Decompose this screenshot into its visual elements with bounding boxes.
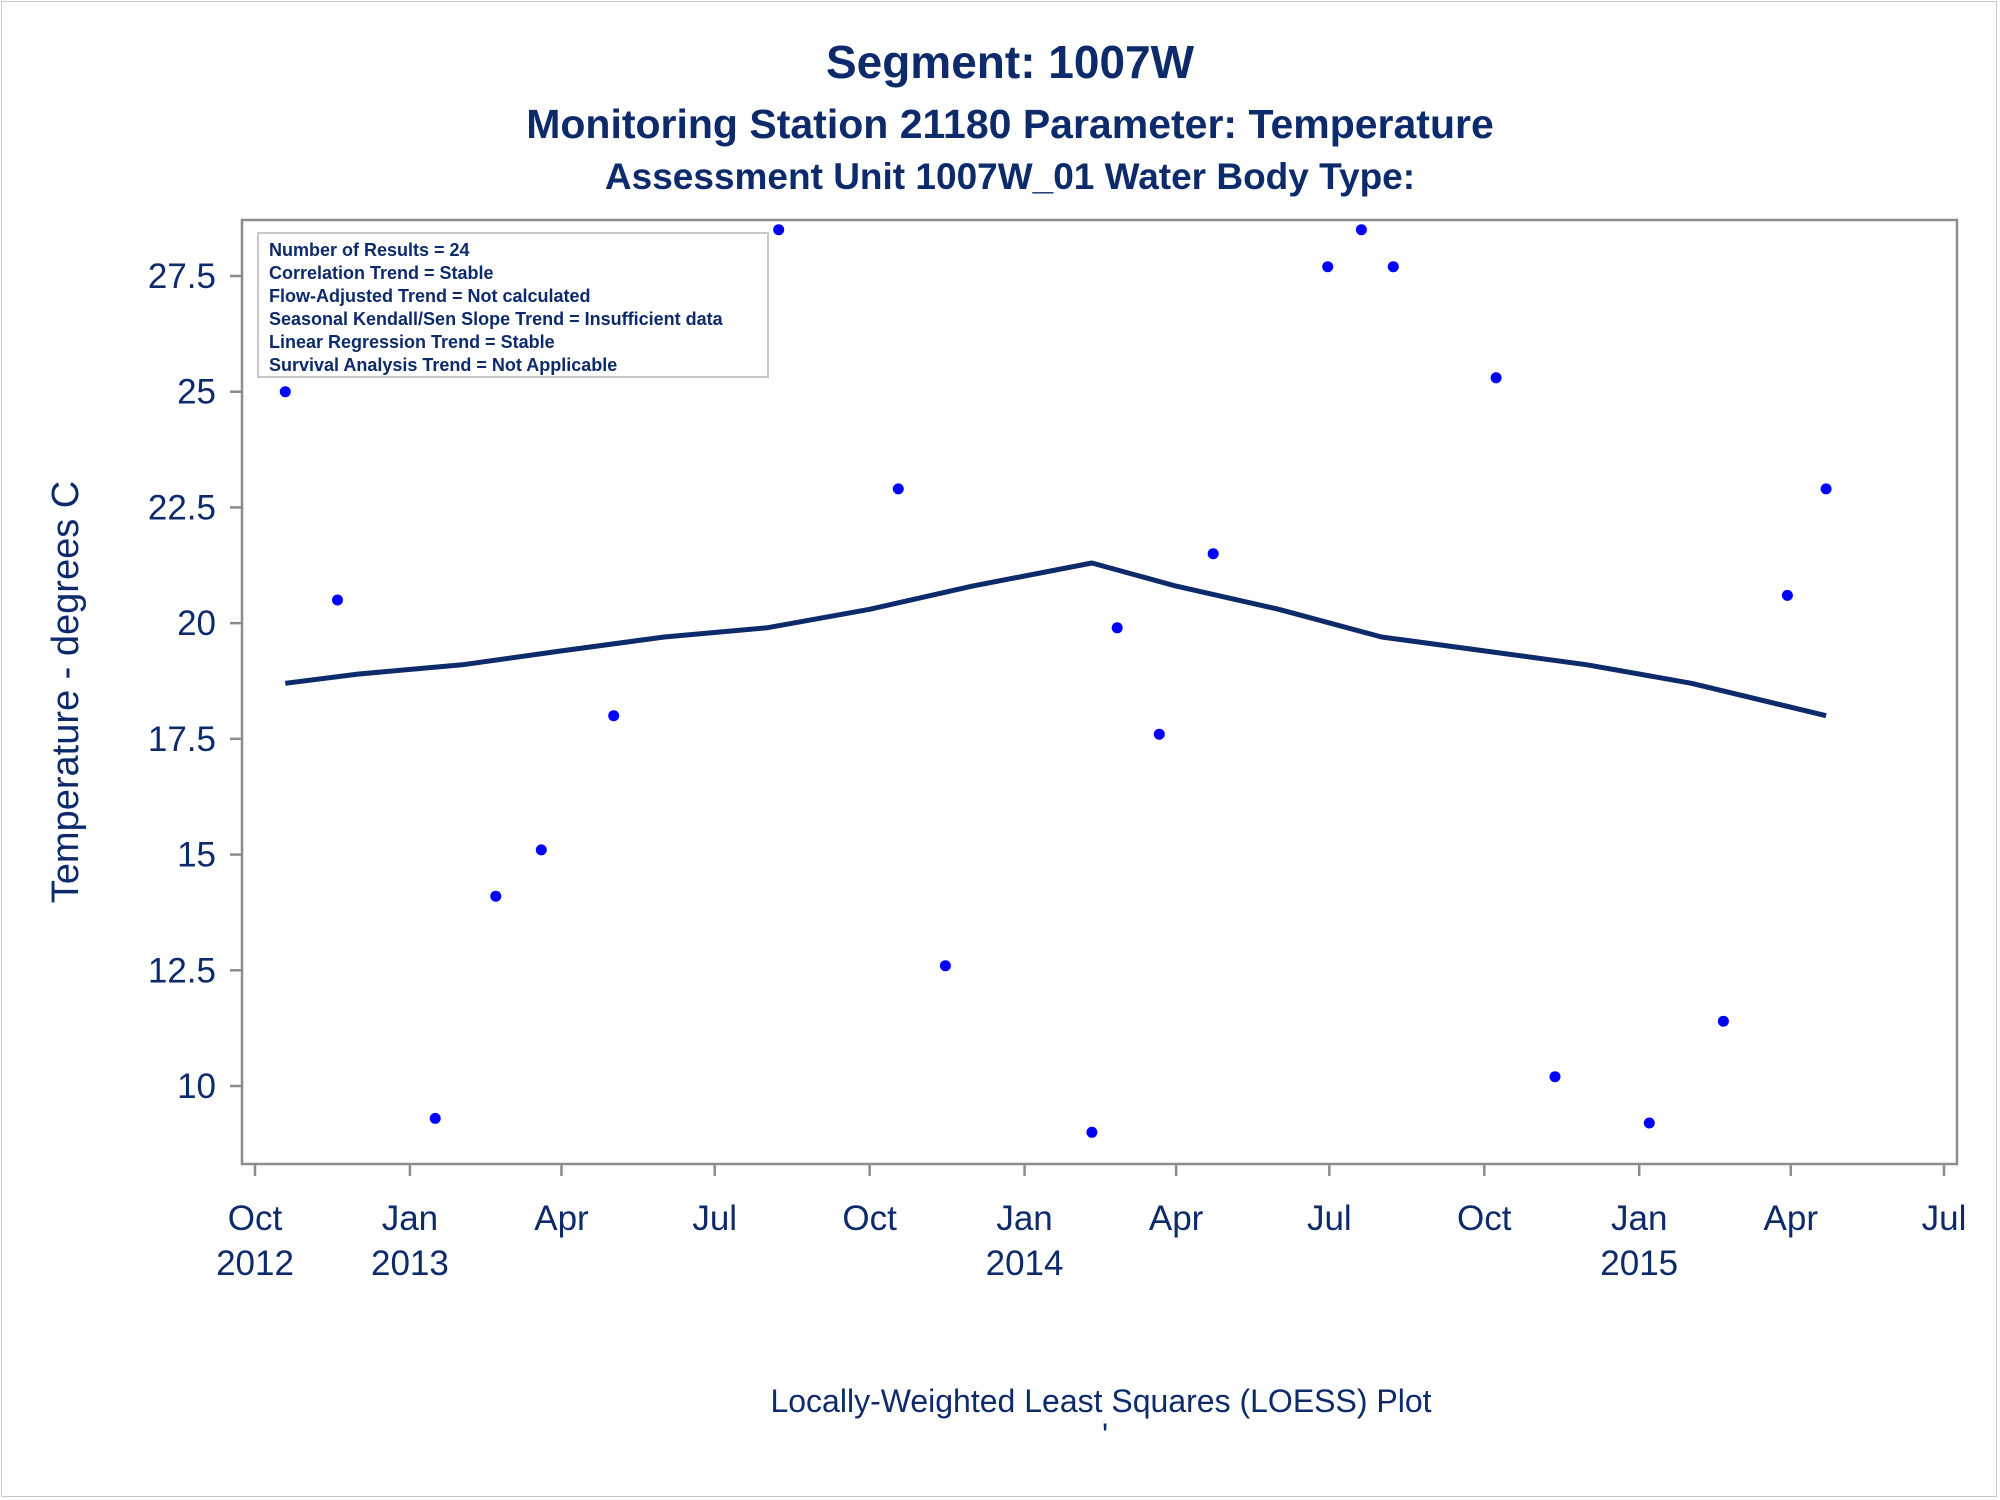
data-point <box>1153 728 1165 740</box>
data-point <box>429 1112 441 1124</box>
data-point <box>1322 261 1334 273</box>
x-tick-year-label: 2012 <box>216 1244 294 1283</box>
x-tick-month-label: Apr <box>534 1199 589 1238</box>
y-tick-label: 25 <box>177 373 216 412</box>
stats-box-border <box>257 232 769 378</box>
x-tick-month-label: Jan <box>382 1199 438 1238</box>
data-point <box>279 386 291 398</box>
data-point <box>608 710 620 722</box>
y-tick-label: 22.5 <box>148 488 216 527</box>
data-point <box>1490 372 1502 384</box>
x-tick-year-label: 2015 <box>1600 1244 1678 1283</box>
plot-area <box>240 218 1959 1166</box>
x-axis: Oct 2012 Jan 2013 Apr Jul Oct Jan 2014 Apr Jul Oct J… <box>216 1164 1966 1283</box>
footnote-loess: Locally-Weighted Least Squares (LOESS) P… <box>770 1383 1431 1419</box>
data-point <box>1111 622 1123 634</box>
x-tick-month-label: Jul <box>1307 1199 1352 1238</box>
y-axis: 10 12.5 15 17.5 20 22.5 25 27.5 <box>148 257 242 1106</box>
stats-survival-analysis-trend: Survival Analysis Trend = Not Applicable <box>269 355 617 375</box>
y-tick-label: 27.5 <box>148 257 216 296</box>
x-tick-month-label: Oct <box>842 1199 897 1238</box>
x-tick-month-label: Jul <box>692 1199 737 1238</box>
stats-correlation-trend: Correlation Trend = Stable <box>269 263 494 283</box>
stats-number-of-results: Number of Results = 24 <box>269 240 470 260</box>
x-tick-month-label: Oct <box>228 1199 283 1238</box>
stats-linear-regression-trend: Linear Regression Trend = Stable <box>269 332 555 352</box>
data-point <box>1086 1126 1098 1138</box>
x-tick-month-label: Jan <box>996 1199 1052 1238</box>
stats-box: Number of Results = 24 Correlation Trend… <box>257 232 769 378</box>
x-tick-month-label: Jul <box>1922 1199 1967 1238</box>
chart-subtitle-assessment: Assessment Unit 1007W_01 Water Body Type… <box>605 156 1415 197</box>
data-point <box>490 890 502 902</box>
data-point <box>535 844 547 856</box>
data-point <box>332 594 343 606</box>
x-tick-month-label: Apr <box>1149 1199 1204 1238</box>
x-tick-month-label: Oct <box>1457 1199 1512 1238</box>
x-tick-month-label: Apr <box>1764 1199 1819 1238</box>
y-tick-label: 10 <box>177 1067 216 1106</box>
data-point <box>1820 483 1832 495</box>
x-tick-year-label: 2013 <box>371 1244 449 1283</box>
x-tick-month-label: Jan <box>1611 1199 1667 1238</box>
chart-title: Segment: 1007W <box>826 36 1195 88</box>
x-tick-year-label: 2014 <box>986 1244 1064 1283</box>
data-point <box>1387 261 1399 273</box>
data-point <box>1717 1015 1729 1027</box>
data-point <box>939 960 951 972</box>
y-tick-label: 12.5 <box>148 951 216 990</box>
y-tick-label: 17.5 <box>148 720 216 759</box>
y-axis-label: Temperature - degrees C <box>45 481 87 903</box>
loess-line <box>284 560 1827 719</box>
data-point <box>1781 589 1793 601</box>
stats-flow-adjusted-trend: Flow-Adjusted Trend = Not calculated <box>269 286 591 306</box>
data-point <box>1355 224 1367 236</box>
y-tick-label: 15 <box>177 836 216 875</box>
data-point <box>1549 1071 1561 1083</box>
chart-subtitle-station: Monitoring Station 21180 Parameter: Temp… <box>526 101 1494 147</box>
data-point <box>1643 1117 1655 1129</box>
y-tick-label: 20 <box>177 604 216 643</box>
data-point <box>1207 548 1219 560</box>
stats-seasonal-kendall-trend: Seasonal Kendall/Sen Slope Trend = Insuf… <box>269 309 724 329</box>
data-point <box>773 224 785 236</box>
footnote-mark: ' <box>1102 1417 1108 1453</box>
data-point <box>892 483 904 495</box>
points-layer <box>279 224 1832 1138</box>
loess-layer <box>284 560 1827 719</box>
